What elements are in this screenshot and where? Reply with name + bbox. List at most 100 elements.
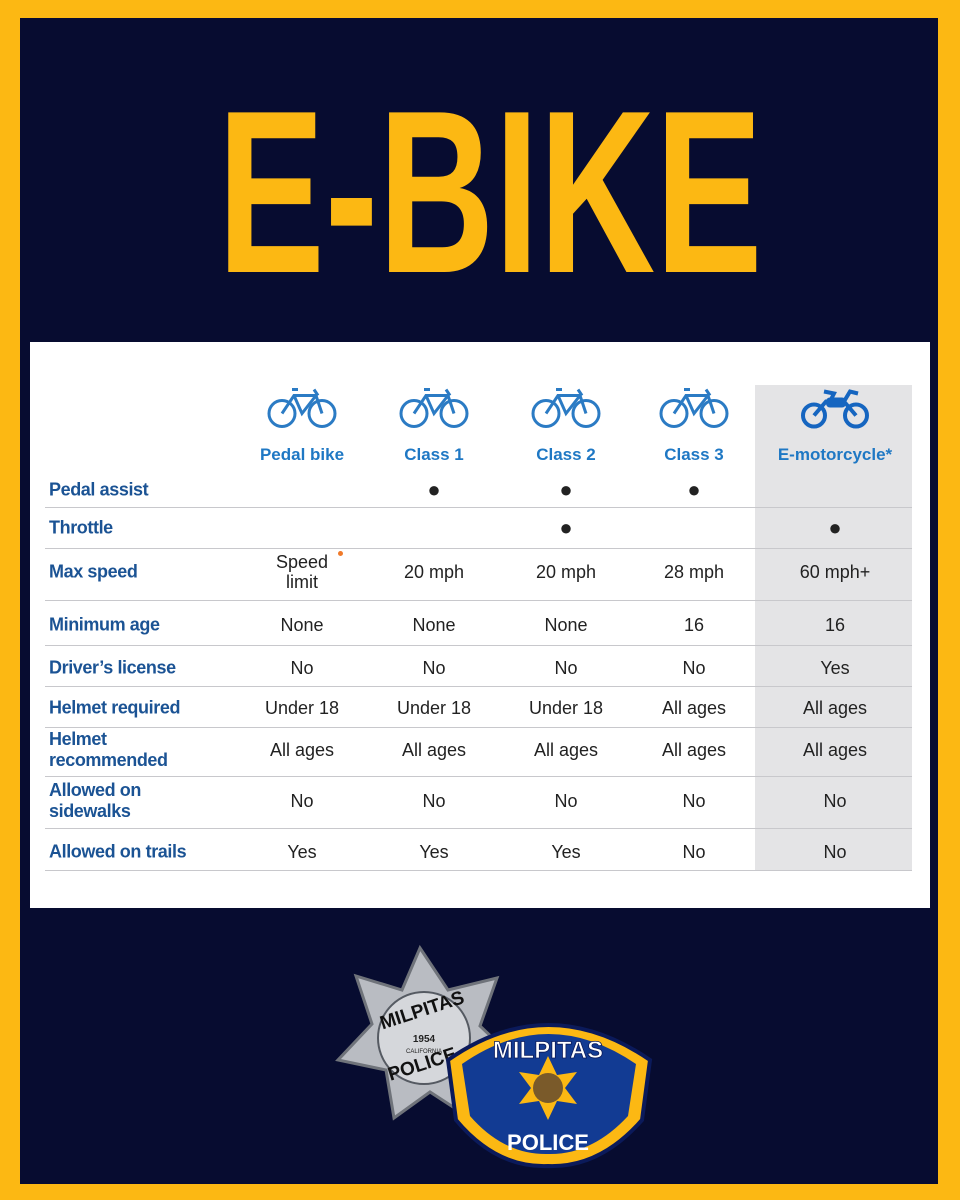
highlight-column [755, 385, 912, 870]
text: ● [828, 515, 842, 540]
text: All ages [802, 698, 868, 718]
cell: Under 18 [237, 698, 367, 718]
text: All ages [533, 740, 599, 760]
column-header: Class 2 [496, 445, 636, 465]
text: 20 mph [535, 562, 597, 582]
cell: No [501, 658, 631, 678]
text: No [554, 658, 578, 678]
text: None [280, 615, 324, 635]
column-header: E-motorcycle* [765, 445, 905, 465]
text: Yes [820, 658, 850, 678]
row-separator [45, 828, 912, 829]
cell: None [501, 615, 631, 635]
row-label: Helmet recommended [49, 729, 217, 771]
row-label: Throttle [49, 518, 217, 539]
cell: 20 mph [369, 562, 499, 582]
cell: ● [629, 477, 759, 502]
row-label: Pedal assist [49, 480, 217, 501]
cell: No [501, 791, 631, 811]
cell: Under 18 [501, 698, 631, 718]
text: Yes [419, 842, 449, 862]
cell: All ages [770, 740, 900, 760]
cell: ● [369, 479, 499, 501]
text: All ages [401, 740, 467, 760]
vehicle-icon [800, 386, 870, 435]
cell: All ages [369, 740, 499, 760]
text: Class 2 [536, 445, 596, 464]
text: No [422, 658, 446, 678]
text: Pedal bike [259, 445, 345, 464]
row-separator [45, 776, 912, 777]
cell: No [237, 658, 367, 678]
cell: Yes [369, 842, 499, 862]
text: E-motorcycle* [777, 445, 893, 464]
text: Yes [287, 842, 317, 862]
text: None [544, 615, 588, 635]
text: Allowed on trails [49, 841, 187, 862]
text: ● [559, 477, 573, 502]
cell: 16 [770, 615, 900, 635]
text: No [823, 842, 847, 862]
row-separator [45, 727, 912, 728]
cell: Yes [770, 658, 900, 678]
row-separator [45, 600, 912, 601]
row-label: Allowed on trails [49, 842, 217, 863]
text: No [422, 791, 446, 811]
text: Under 18 [528, 698, 604, 718]
text: Under 18 [396, 698, 472, 718]
cell: No [770, 842, 900, 862]
text: No [290, 791, 314, 811]
text: ● [687, 477, 701, 502]
text: Helmet recommended [49, 729, 168, 770]
row-label: Driver’s license [49, 658, 217, 679]
text: Class 3 [664, 445, 724, 464]
cell: All ages [501, 740, 631, 760]
cell: ● [501, 517, 631, 539]
row-separator [45, 507, 912, 508]
cell: Under 18 [369, 698, 499, 718]
cell: No [369, 791, 499, 811]
title-area: E-BIKE [218, 63, 763, 320]
cell: All ages [629, 740, 759, 760]
cell: 60 mph+ [770, 562, 900, 582]
cell: No [629, 658, 759, 678]
cell: No [369, 658, 499, 678]
text: Yes [551, 842, 581, 862]
row-label: Minimum age [49, 615, 217, 636]
row-separator [45, 686, 912, 687]
cell: Yes [237, 842, 367, 862]
cell: None [237, 615, 367, 635]
text: Class 1 [404, 445, 464, 464]
text: 16 [683, 615, 705, 635]
text: None [412, 615, 456, 635]
cell: No [237, 791, 367, 811]
text: No [682, 842, 706, 862]
cell: No [629, 842, 759, 862]
row-separator [45, 645, 912, 646]
cell: None [369, 615, 499, 635]
cell: No [770, 791, 900, 811]
text: No [554, 791, 578, 811]
text: 28 mph [663, 562, 725, 582]
vehicle-icon [530, 386, 602, 435]
text: Helmet required [49, 697, 181, 718]
cell: 20 mph [501, 562, 631, 582]
text: 16 [824, 615, 846, 635]
cell: 16 [629, 615, 759, 635]
row-label: Max speed [49, 562, 217, 583]
column-header: Class 3 [624, 445, 764, 465]
row-label: Helmet required [49, 698, 217, 719]
cell: No [629, 791, 759, 811]
row-separator [45, 870, 912, 871]
text: Allowed on sidewalks [49, 780, 141, 821]
vehicle-icon [398, 386, 470, 435]
footnote-marker [338, 551, 343, 556]
vehicle-icon [658, 386, 730, 435]
text: All ages [802, 740, 868, 760]
text: Minimum age [49, 614, 160, 635]
column-header: Class 1 [364, 445, 504, 465]
cell: All ages [237, 740, 367, 760]
cell: 28 mph [629, 562, 759, 582]
cell: Speed limit [237, 551, 367, 592]
